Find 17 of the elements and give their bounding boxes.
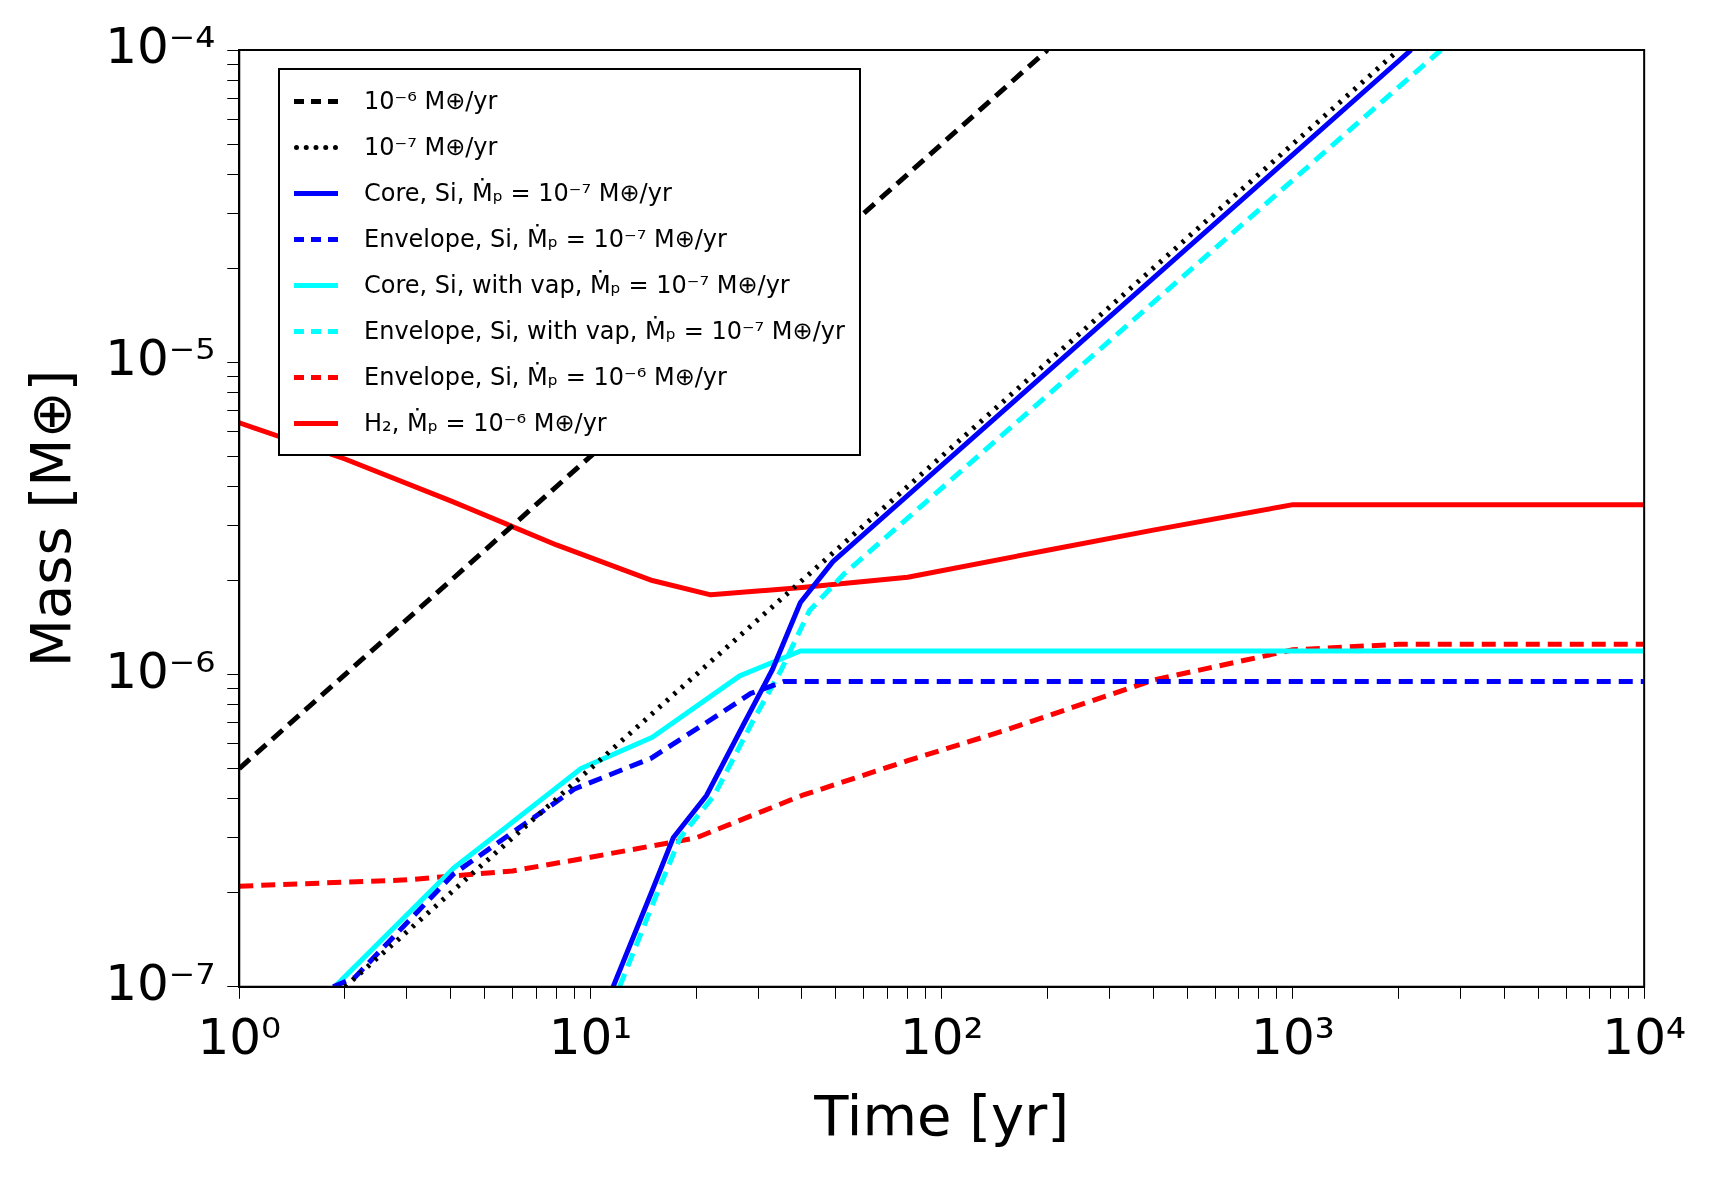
legend-label: H₂, Ṁₚ = 10⁻⁶ M⊕/yr xyxy=(364,409,607,437)
legend-label: Envelope, Si, Ṁₚ = 10⁻⁷ M⊕/yr xyxy=(364,225,727,253)
legend-label: 10⁻⁶ M⊕/yr xyxy=(364,87,498,115)
y-tick-label: 10⁻⁶ xyxy=(105,641,216,700)
y-axis-title: Mass [M⊕] xyxy=(18,369,84,668)
x-tick-label: 10⁴ xyxy=(1602,1007,1686,1066)
legend-label: Envelope, Si, with vap, Ṁₚ = 10⁻⁷ M⊕/yr xyxy=(364,317,845,345)
x-tick-label: 10³ xyxy=(1251,1007,1335,1066)
y-tick-label: 10⁻⁵ xyxy=(105,329,216,388)
x-tick-label: 10² xyxy=(899,1007,984,1066)
x-axis-title: Time [yr] xyxy=(813,1082,1070,1148)
y-tick-label: 10⁻⁴ xyxy=(105,16,216,75)
legend-label: Core, Si, Ṁₚ = 10⁻⁷ M⊕/yr xyxy=(364,179,672,207)
legend-label: Envelope, Si, Ṁₚ = 10⁻⁶ M⊕/yr xyxy=(364,363,727,391)
legend-label: 10⁻⁷ M⊕/yr xyxy=(364,133,498,161)
legend-label: Core, Si, with vap, Ṁₚ = 10⁻⁷ M⊕/yr xyxy=(364,271,790,299)
x-tick-label: 10¹ xyxy=(548,1007,633,1066)
